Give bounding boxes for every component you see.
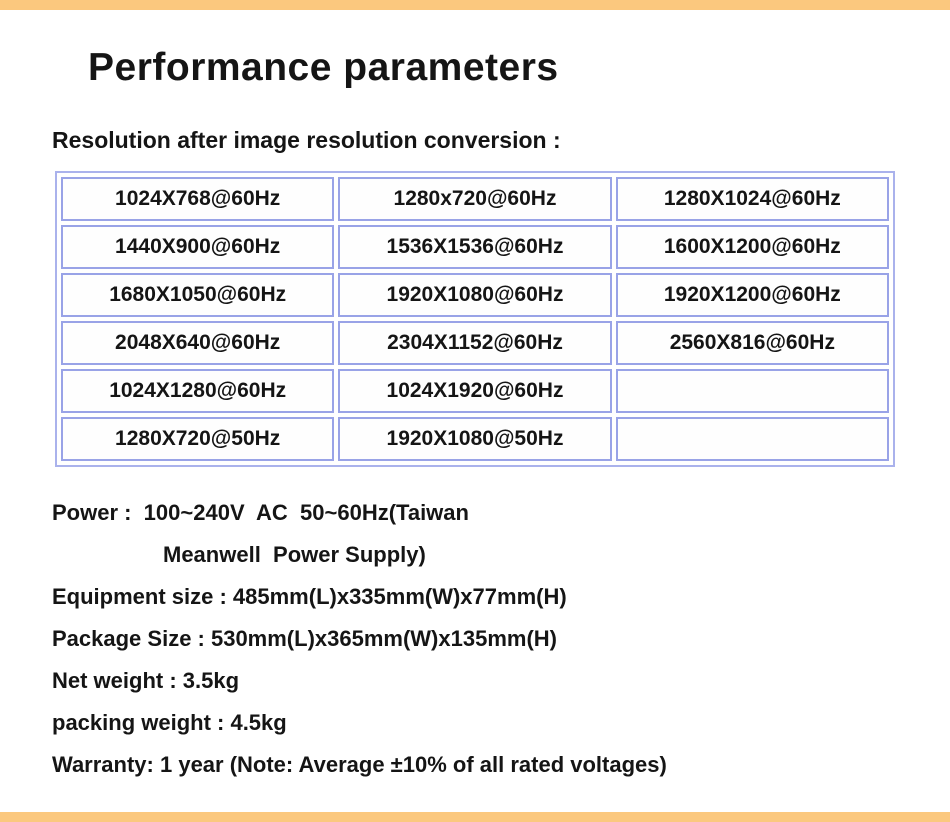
resolution-cell: 2048X640@60Hz: [61, 321, 335, 365]
spec-equipment-size: Equipment size : 485mm(L)x335mm(W)x77mm(…: [52, 584, 567, 609]
table-row: 1680X1050@60Hz 1920X1080@60Hz 1920X1200@…: [61, 273, 889, 317]
table-row: 1440X900@60Hz 1536X1536@60Hz 1600X1200@6…: [61, 225, 889, 269]
spec-warranty: Warranty: 1 year (Note: Average ±10% of …: [52, 752, 667, 777]
resolution-table-body: 1024X768@60Hz 1280x720@60Hz 1280X1024@60…: [61, 177, 889, 461]
resolution-cell: 1600X1200@60Hz: [615, 225, 889, 269]
spec-power-line2: Meanwell Power Supply): [163, 542, 426, 567]
table-row: 2048X640@60Hz 2304X1152@60Hz 2560X816@60…: [61, 321, 889, 365]
spec-list: Power : 100~240V AC 50~60Hz(Taiwan Meanw…: [52, 492, 920, 786]
top-accent-bar: [0, 0, 950, 10]
resolution-cell: 2304X1152@60Hz: [338, 321, 612, 365]
spec-packing-weight: packing weight : 4.5kg: [52, 710, 287, 735]
spec-power-line1: Power : 100~240V AC 50~60Hz(Taiwan: [52, 500, 469, 525]
spec-package-size: Package Size : 530mm(L)x365mm(W)x135mm(H…: [52, 626, 557, 651]
resolution-table: 1024X768@60Hz 1280x720@60Hz 1280X1024@60…: [55, 171, 895, 467]
resolution-section-heading: Resolution after image resolution conver…: [52, 127, 561, 153]
resolution-cell: 1920X1080@60Hz: [338, 273, 612, 317]
spec-net-weight: Net weight : 3.5kg: [52, 668, 240, 693]
resolution-cell: [615, 369, 889, 413]
resolution-cell: 1024X1920@60Hz: [338, 369, 612, 413]
resolution-cell: 1280X720@50Hz: [61, 417, 335, 461]
resolution-cell: 1280X1024@60Hz: [615, 177, 889, 221]
resolution-cell: 1280x720@60Hz: [338, 177, 612, 221]
table-row: 1024X768@60Hz 1280x720@60Hz 1280X1024@60…: [61, 177, 889, 221]
resolution-cell: 1536X1536@60Hz: [338, 225, 612, 269]
resolution-cell: 1920X1080@50Hz: [338, 417, 612, 461]
resolution-cell: [615, 417, 889, 461]
table-row: 1280X720@50Hz 1920X1080@50Hz: [61, 417, 889, 461]
resolution-cell: 1680X1050@60Hz: [61, 273, 335, 317]
resolution-cell: 1920X1200@60Hz: [615, 273, 889, 317]
resolution-cell: 2560X816@60Hz: [615, 321, 889, 365]
page-title: Performance parameters: [88, 46, 559, 89]
resolution-cell: 1440X900@60Hz: [61, 225, 335, 269]
table-row: 1024X1280@60Hz 1024X1920@60Hz: [61, 369, 889, 413]
resolution-cell: 1024X1280@60Hz: [61, 369, 335, 413]
bottom-accent-bar: [0, 812, 950, 822]
resolution-cell: 1024X768@60Hz: [61, 177, 335, 221]
